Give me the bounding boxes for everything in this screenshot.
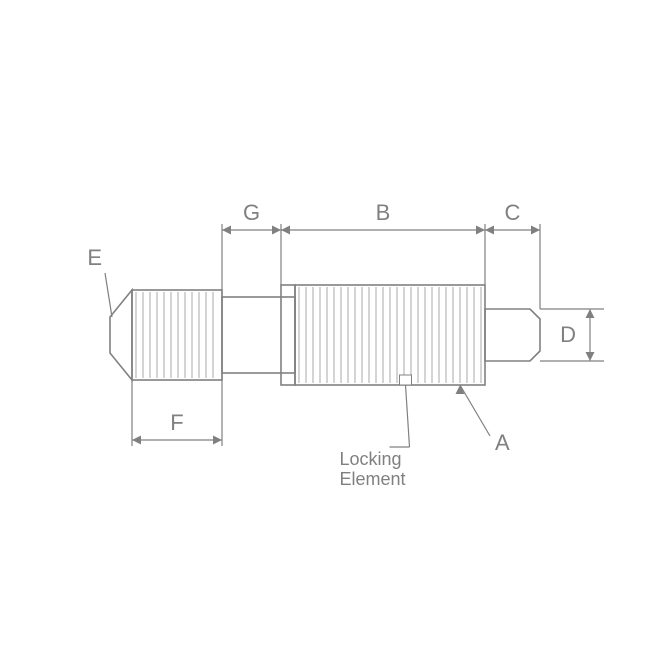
svg-text:A: A xyxy=(495,430,510,455)
svg-text:F: F xyxy=(170,410,183,435)
svg-text:E: E xyxy=(87,245,102,270)
svg-text:D: D xyxy=(560,322,576,347)
svg-text:B: B xyxy=(376,200,391,225)
svg-text:C: C xyxy=(505,200,521,225)
svg-text:G: G xyxy=(243,200,260,225)
svg-text:Element: Element xyxy=(340,469,406,489)
svg-text:Locking: Locking xyxy=(340,449,402,469)
